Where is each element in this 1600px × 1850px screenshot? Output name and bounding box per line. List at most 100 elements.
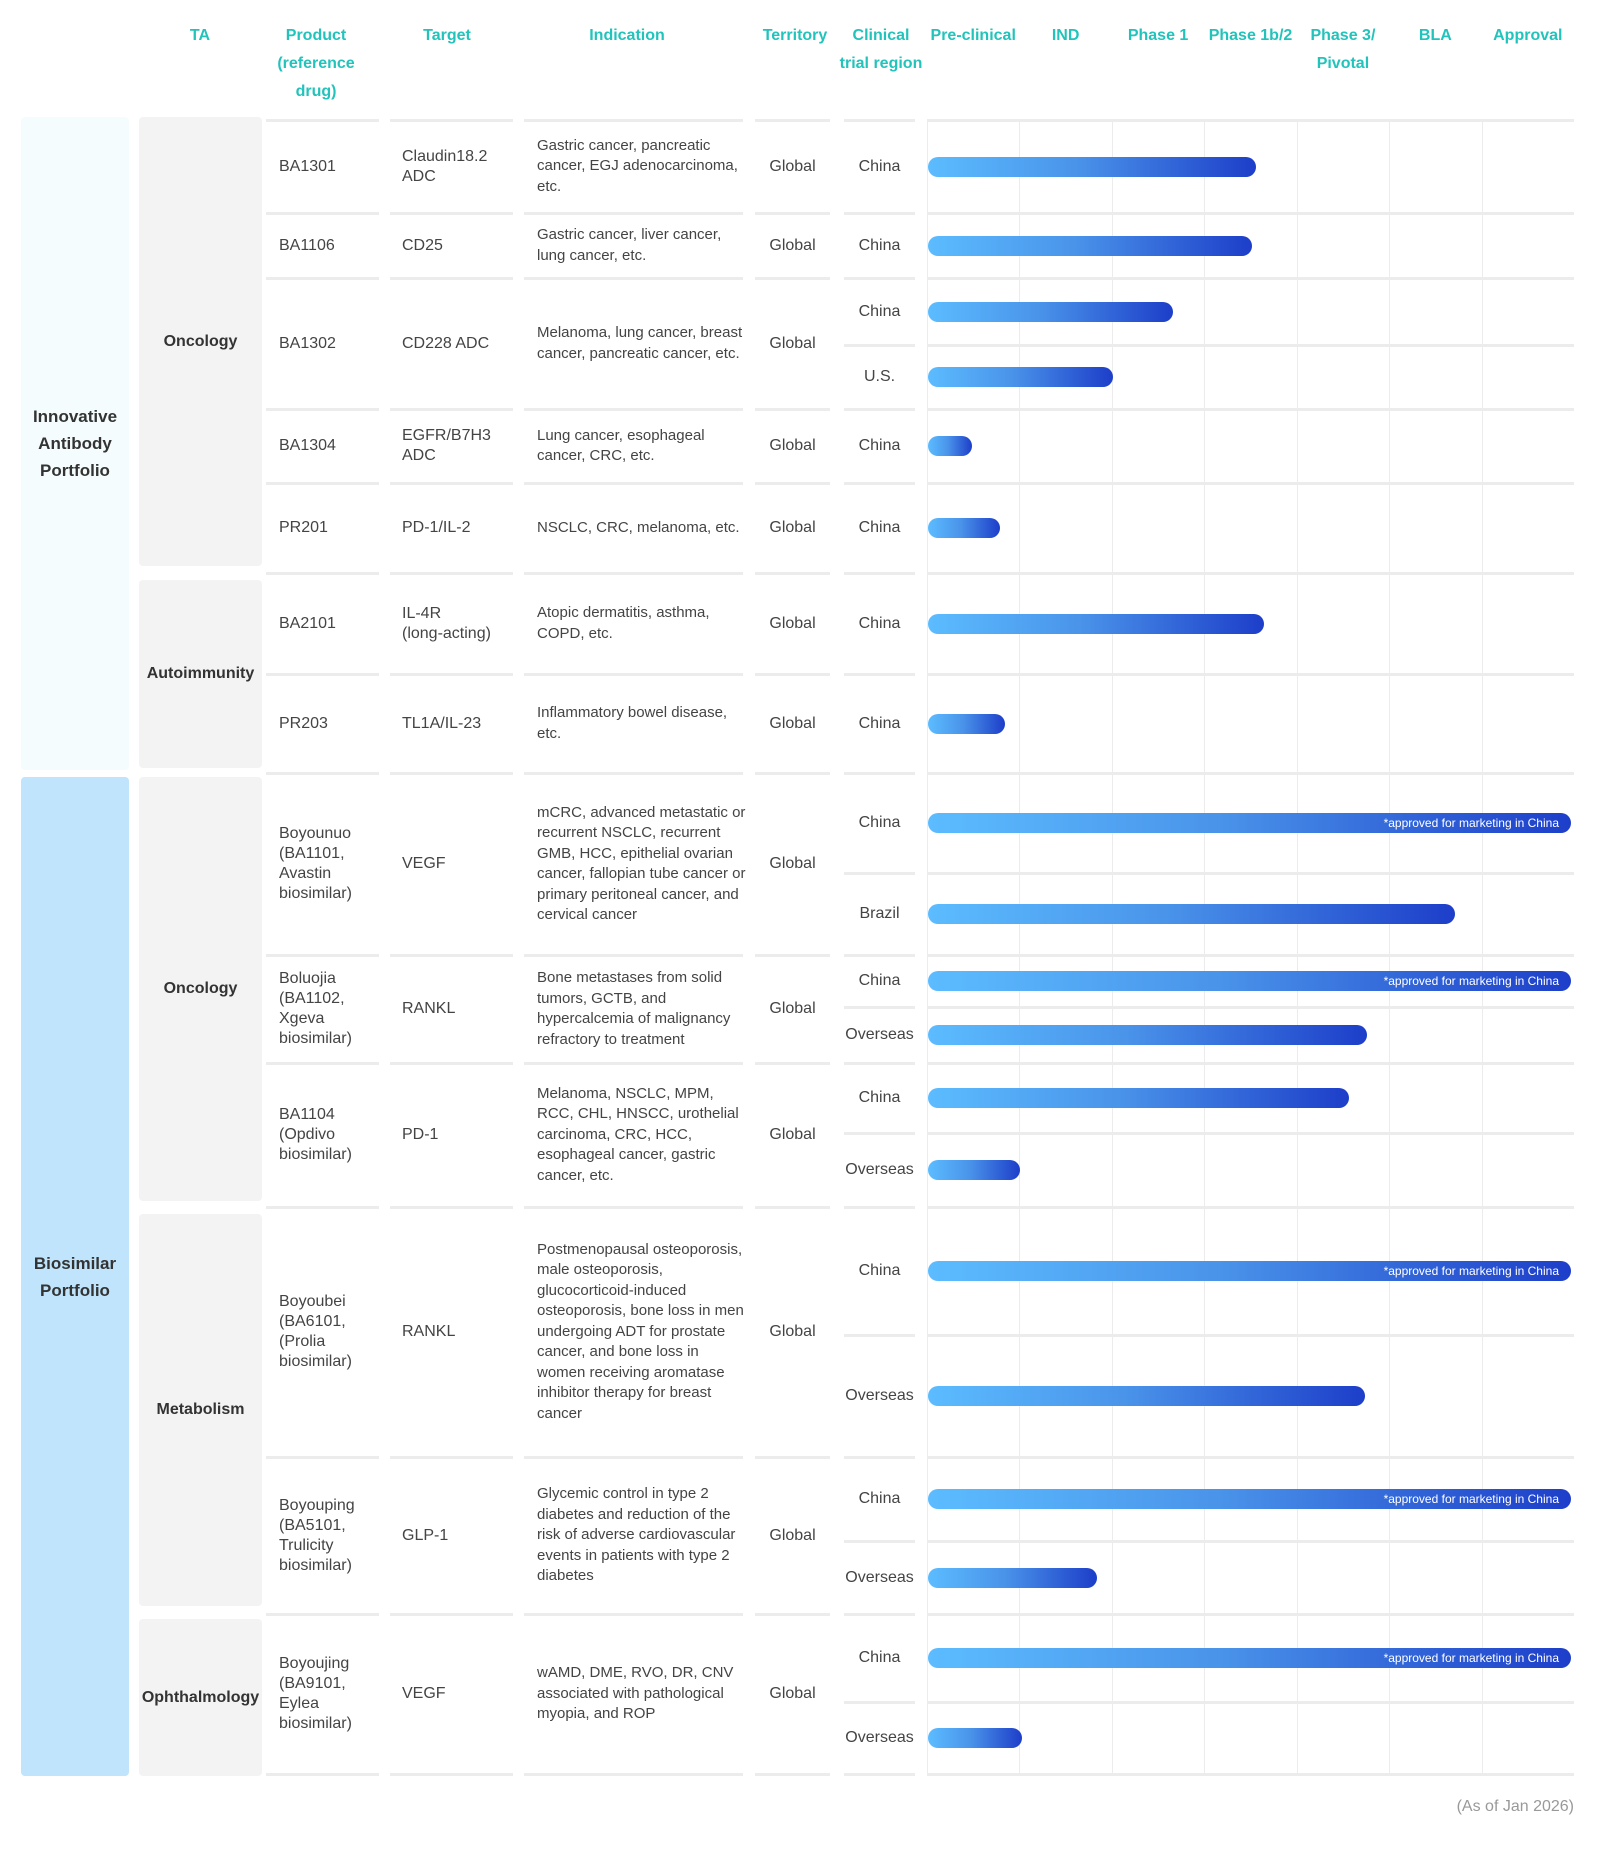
row-separator xyxy=(927,1456,1574,1459)
stage-gridline xyxy=(1204,120,1206,1776)
ta-block: Innovative Antibody Portfolio xyxy=(21,117,129,770)
header-target: Target xyxy=(423,27,471,44)
territory: Global xyxy=(769,714,816,732)
row-separator xyxy=(755,1206,830,1209)
progress-bar: *approved for marketing in China xyxy=(928,1648,1571,1668)
territory: Global xyxy=(769,1526,816,1544)
product-name: BA1301 xyxy=(279,157,336,175)
header-ta: TA xyxy=(189,27,211,44)
progress-bar: *approved for marketing in China xyxy=(928,971,1571,991)
header-stage: Pre-clinical xyxy=(930,27,1016,44)
progress-bar xyxy=(928,367,1113,387)
row-separator xyxy=(927,1773,1574,1776)
target-name: CD25 xyxy=(402,236,443,254)
clinical-region: China xyxy=(858,157,901,175)
target-name: IL-4R (long-acting) xyxy=(402,604,491,642)
indication-text: Inflammatory bowel disease, etc. xyxy=(537,704,728,742)
progress-bar xyxy=(928,904,1455,924)
product-name: BA1302 xyxy=(279,334,336,352)
row-separator xyxy=(755,954,830,957)
row-separator xyxy=(266,482,379,485)
clinical-region: Overseas xyxy=(845,1568,914,1586)
product-name: Boyoujing (BA9101, Eylea biosimilar) xyxy=(279,1655,352,1732)
territory: Global xyxy=(769,157,816,175)
row-separator xyxy=(266,954,379,957)
row-separator xyxy=(266,1456,379,1459)
therapeutic-area-group: Oncology xyxy=(139,777,262,1201)
row-separator xyxy=(390,1206,513,1209)
row-separator xyxy=(844,344,915,347)
row-separator xyxy=(524,1456,743,1459)
clinical-region: China xyxy=(858,814,901,831)
row-separator xyxy=(524,1613,743,1616)
row-separator xyxy=(927,954,1574,957)
indication-text: Bone metastases from solid tumors, GCTB,… xyxy=(537,969,731,1048)
progress-bar xyxy=(928,1728,1023,1748)
row-separator xyxy=(266,772,379,775)
progress-bar xyxy=(928,436,973,456)
row-separator xyxy=(524,212,743,215)
clinical-region: China xyxy=(858,1089,901,1106)
clinical-region: China xyxy=(858,236,901,254)
row-separator xyxy=(266,1206,379,1209)
territory: Global xyxy=(769,334,816,352)
target-name: Claudin18.2 ADC xyxy=(402,147,488,185)
row-separator xyxy=(927,572,1574,575)
row-separator xyxy=(927,673,1574,676)
therapeutic-area-group: Ophthalmology xyxy=(139,1619,262,1776)
progress-bar xyxy=(928,1088,1349,1108)
row-separator xyxy=(390,119,513,122)
row-separator xyxy=(927,277,1574,280)
indication-text: Gastric cancer, pancreatic cancer, EGJ a… xyxy=(537,136,738,195)
row-separator xyxy=(927,1334,1574,1337)
row-separator xyxy=(755,408,830,411)
target-name: PD-1/IL-2 xyxy=(402,519,471,536)
target-name: EGFR/B7H3 ADC xyxy=(402,427,491,464)
header-stage: Phase 3/ Pivotal xyxy=(1310,27,1376,72)
row-separator xyxy=(844,277,915,280)
row-separator xyxy=(844,1334,915,1337)
header-indication: Indication xyxy=(589,27,665,44)
row-separator xyxy=(755,673,830,676)
row-separator xyxy=(524,772,743,775)
row-separator xyxy=(844,673,915,676)
row-separator xyxy=(524,408,743,411)
progress-bar: *approved for marketing in China xyxy=(928,1261,1571,1281)
row-separator xyxy=(844,1062,915,1065)
row-separator xyxy=(844,872,915,875)
product-name: PR203 xyxy=(279,714,328,732)
therapeutic-area-group: Metabolism xyxy=(139,1214,262,1606)
row-separator xyxy=(927,408,1574,411)
row-separator xyxy=(524,954,743,957)
clinical-region: China xyxy=(858,302,901,320)
therapeutic-area-group: Oncology xyxy=(139,117,262,566)
row-separator xyxy=(927,1132,1574,1135)
target-name: TL1A/IL-23 xyxy=(402,714,482,732)
as-of-note: (As of Jan 2026) xyxy=(1456,1798,1574,1815)
row-separator xyxy=(524,119,743,122)
indication-text: Melanoma, lung cancer, breast cancer, pa… xyxy=(537,324,743,362)
row-separator xyxy=(390,1062,513,1065)
row-separator xyxy=(927,212,1574,215)
row-separator xyxy=(390,212,513,215)
row-separator xyxy=(266,1773,379,1776)
header-stage: Phase 1 xyxy=(1127,27,1189,44)
progress-bar xyxy=(928,613,1265,634)
clinical-region: China xyxy=(858,1649,901,1666)
progress-bar xyxy=(928,156,1257,177)
territory: Global xyxy=(769,1000,816,1017)
header-stage: BLA xyxy=(1418,27,1452,44)
row-separator xyxy=(524,1206,743,1209)
row-separator xyxy=(755,1456,830,1459)
row-separator xyxy=(927,772,1574,775)
product-name: BA2101 xyxy=(279,614,336,632)
row-separator xyxy=(844,1006,915,1009)
row-separator xyxy=(844,1701,915,1704)
row-separator xyxy=(390,277,513,280)
row-separator xyxy=(844,1613,915,1616)
therapeutic-area-group: Autoimmunity xyxy=(139,580,262,768)
indication-text: mCRC, advanced metastatic or recurrent N… xyxy=(537,803,746,924)
row-separator xyxy=(927,482,1574,485)
progress-bar xyxy=(928,1160,1021,1180)
clinical-region: China xyxy=(858,1490,901,1507)
